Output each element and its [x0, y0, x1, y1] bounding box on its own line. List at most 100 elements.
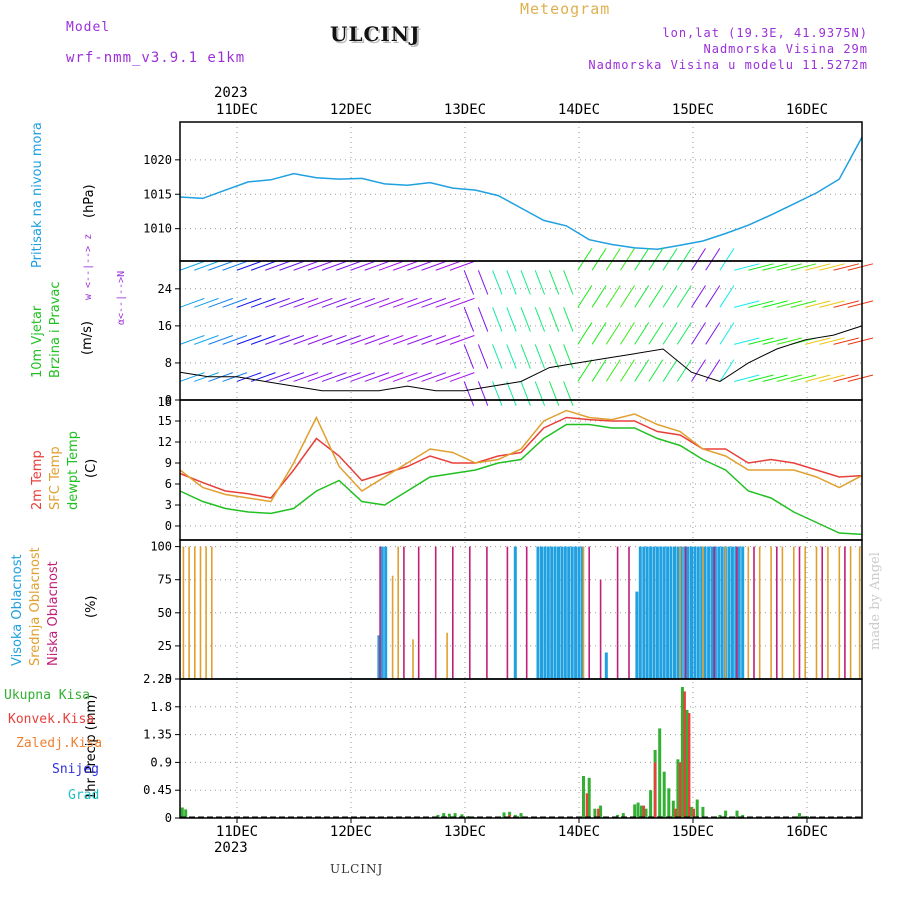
wind-barb: [336, 372, 361, 382]
wind-barb: [364, 335, 390, 345]
wind-barb: [250, 335, 276, 345]
wind-tick-label: 0: [165, 393, 172, 407]
mid-cloud-bar: [397, 546, 399, 679]
precip-total-bar: [685, 709, 689, 818]
wind-barb: [676, 322, 692, 345]
wind-barb: [435, 372, 461, 382]
precip-total-bar: [636, 802, 640, 818]
high-cloud-bar: [560, 546, 564, 679]
wind-barb: [790, 374, 817, 382]
mid-cloud-bar: [724, 546, 727, 679]
wind-barb: [776, 300, 803, 308]
wind-barb: [662, 248, 678, 271]
high-cloud-bar: [713, 546, 717, 679]
wind-barb: [350, 372, 376, 382]
wind-barb: [548, 344, 560, 369]
high-cloud-bar: [557, 546, 560, 679]
wind-barb: [520, 307, 531, 332]
wind-barb: [776, 374, 803, 382]
precip-total-bar: [658, 728, 662, 818]
mid-cloud-bar: [205, 546, 207, 679]
wind-barb: [392, 335, 418, 345]
high-cloud-bar: [720, 546, 724, 679]
wind-barb: [833, 300, 859, 308]
wind-barb: [534, 307, 546, 332]
mid-cloud-bar: [391, 575, 394, 679]
high-cloud-bar: [635, 591, 639, 679]
mid-cloud-bar: [182, 546, 185, 679]
precip-total-bar: [644, 808, 648, 818]
precip-tick-label: 0.45: [143, 783, 172, 797]
low-cloud-bar: [821, 546, 823, 679]
wind-tick-label: 24: [158, 282, 172, 296]
low-cloud-bar: [798, 546, 801, 679]
high-cloud-bar: [727, 546, 731, 679]
panel-frame: [179, 260, 863, 401]
bottom-date-label: 16DEC: [786, 824, 828, 840]
wind-barb: [634, 248, 650, 271]
wind-barb: [279, 335, 305, 345]
pressure-line: [179, 136, 863, 251]
wind-barb: [662, 285, 678, 308]
station-title: ULCINJ: [330, 22, 421, 46]
wind-barb: [421, 335, 447, 345]
low-cloud-bar: [506, 546, 509, 679]
precip-total-bar: [735, 810, 739, 818]
mid-cloud-bar: [199, 546, 202, 679]
wind-barb: [719, 359, 735, 382]
wind-speed-line: [179, 325, 863, 392]
mid-cloud-bar: [758, 546, 761, 679]
wind-barb: [378, 372, 404, 382]
wind-barb: [819, 300, 845, 308]
precip-total-bar: [582, 776, 585, 818]
cloud-tick-label: 100: [150, 540, 172, 554]
wind-barb: [776, 337, 803, 345]
precip-total-bar: [436, 814, 440, 818]
pressure-tick-label: 1015: [143, 187, 172, 201]
wind-barb: [421, 260, 447, 271]
wind-barb: [648, 248, 664, 271]
high-cloud-bar: [536, 546, 540, 679]
mid-cloud-bar: [849, 546, 852, 679]
precip-tick-label: 2.25: [143, 672, 172, 686]
mid-cloud-bar: [793, 546, 795, 679]
wind-barb: [833, 374, 859, 382]
high-cloud-bar: [577, 546, 581, 679]
precip-total-bar: [667, 788, 671, 818]
bottom-date-label: 11DEC: [216, 824, 258, 840]
precip-total-bar: [180, 807, 184, 818]
wind-barb: [293, 297, 319, 308]
wind-barb: [194, 260, 219, 271]
top-year: 2023: [214, 85, 248, 101]
wind-barb: [179, 335, 205, 345]
wind-barb: [762, 263, 788, 271]
wind-barb: [634, 322, 650, 345]
top-date-label: 12DEC: [330, 102, 372, 118]
wind-barb: [307, 372, 333, 382]
temp-tick-label: 15: [158, 414, 172, 428]
wind-barb: [705, 285, 721, 308]
wind-barb: [222, 297, 248, 308]
precip-legend-snow: Snijeg: [52, 762, 99, 777]
precip-legend-graupel: Grad: [68, 788, 100, 803]
top-date-label: 14DEC: [558, 102, 600, 118]
bottom-date-label: 12DEC: [330, 824, 372, 840]
wind-barb: [421, 297, 447, 308]
precip-total-bar: [671, 800, 675, 818]
precip-conv-bar: [683, 691, 686, 818]
wind-barb: [179, 372, 205, 382]
wind-barb: [463, 381, 475, 406]
wind-barb: [449, 297, 475, 308]
wind-barb: [222, 260, 248, 271]
precip-total-bar: [616, 814, 620, 818]
wind-barb: [762, 300, 788, 308]
high-cloud-bar: [669, 546, 673, 679]
temp-tick-label: 18: [158, 395, 172, 409]
precip-total-bar: [453, 813, 457, 818]
wind-barb: [477, 307, 489, 332]
wind-barb: [435, 335, 461, 345]
wind-barb: [492, 270, 503, 295]
wind-barb: [762, 374, 788, 382]
wind-barb: [321, 260, 347, 271]
